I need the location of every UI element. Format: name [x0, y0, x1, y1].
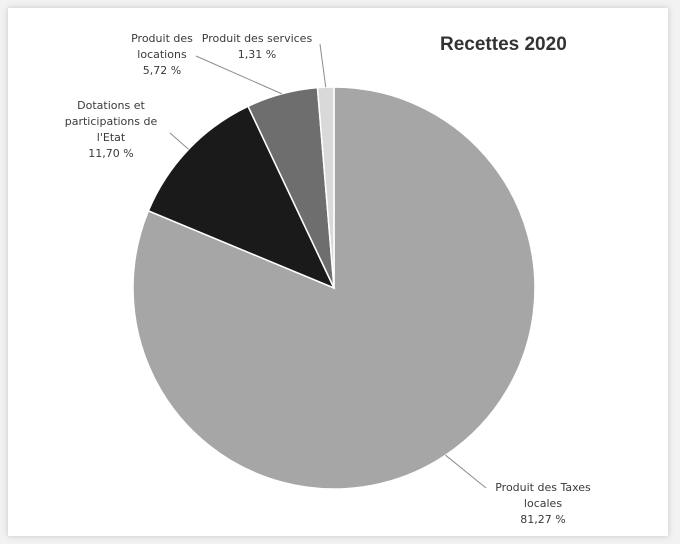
slice-label-taxes-line-2: locales [523, 497, 563, 510]
slice-value-locations: 5,72 % [142, 64, 182, 77]
slice-label-services-line-1: Produit des services [201, 32, 313, 45]
slice-value-services: 1,31 % [237, 48, 277, 61]
slice-label-dotations-line-1: Dotations et [77, 99, 145, 112]
slice-value-taxes: 81,27 % [520, 513, 566, 526]
leader-line-taxes [445, 454, 487, 489]
leader-line-locations [195, 55, 283, 95]
slice-label-locations: Produit des locations 5,72 % [112, 31, 212, 79]
slice-label-locations-line-2: locations [137, 48, 187, 61]
slice-label-dotations: Dotations et participations de l'Etat 11… [48, 98, 174, 162]
chart-title: Recettes 2020 [440, 34, 567, 55]
leader-line-services [319, 43, 327, 88]
slice-label-services: Produit des services 1,31 % [190, 31, 324, 63]
slice-label-taxes: Produit des Taxes locales 81,27 % [478, 480, 608, 528]
slice-label-taxes-line-1: Produit des Taxes [495, 481, 591, 494]
slice-label-locations-line-1: Produit des [131, 32, 193, 45]
slice-label-dotations-line-3: l'Etat [96, 131, 126, 144]
slice-dotations [147, 105, 336, 290]
slice-value-dotations: 11,70 % [88, 147, 134, 160]
leader-line-dotations [169, 132, 189, 150]
slice-label-dotations-line-2: participations de [64, 115, 158, 128]
